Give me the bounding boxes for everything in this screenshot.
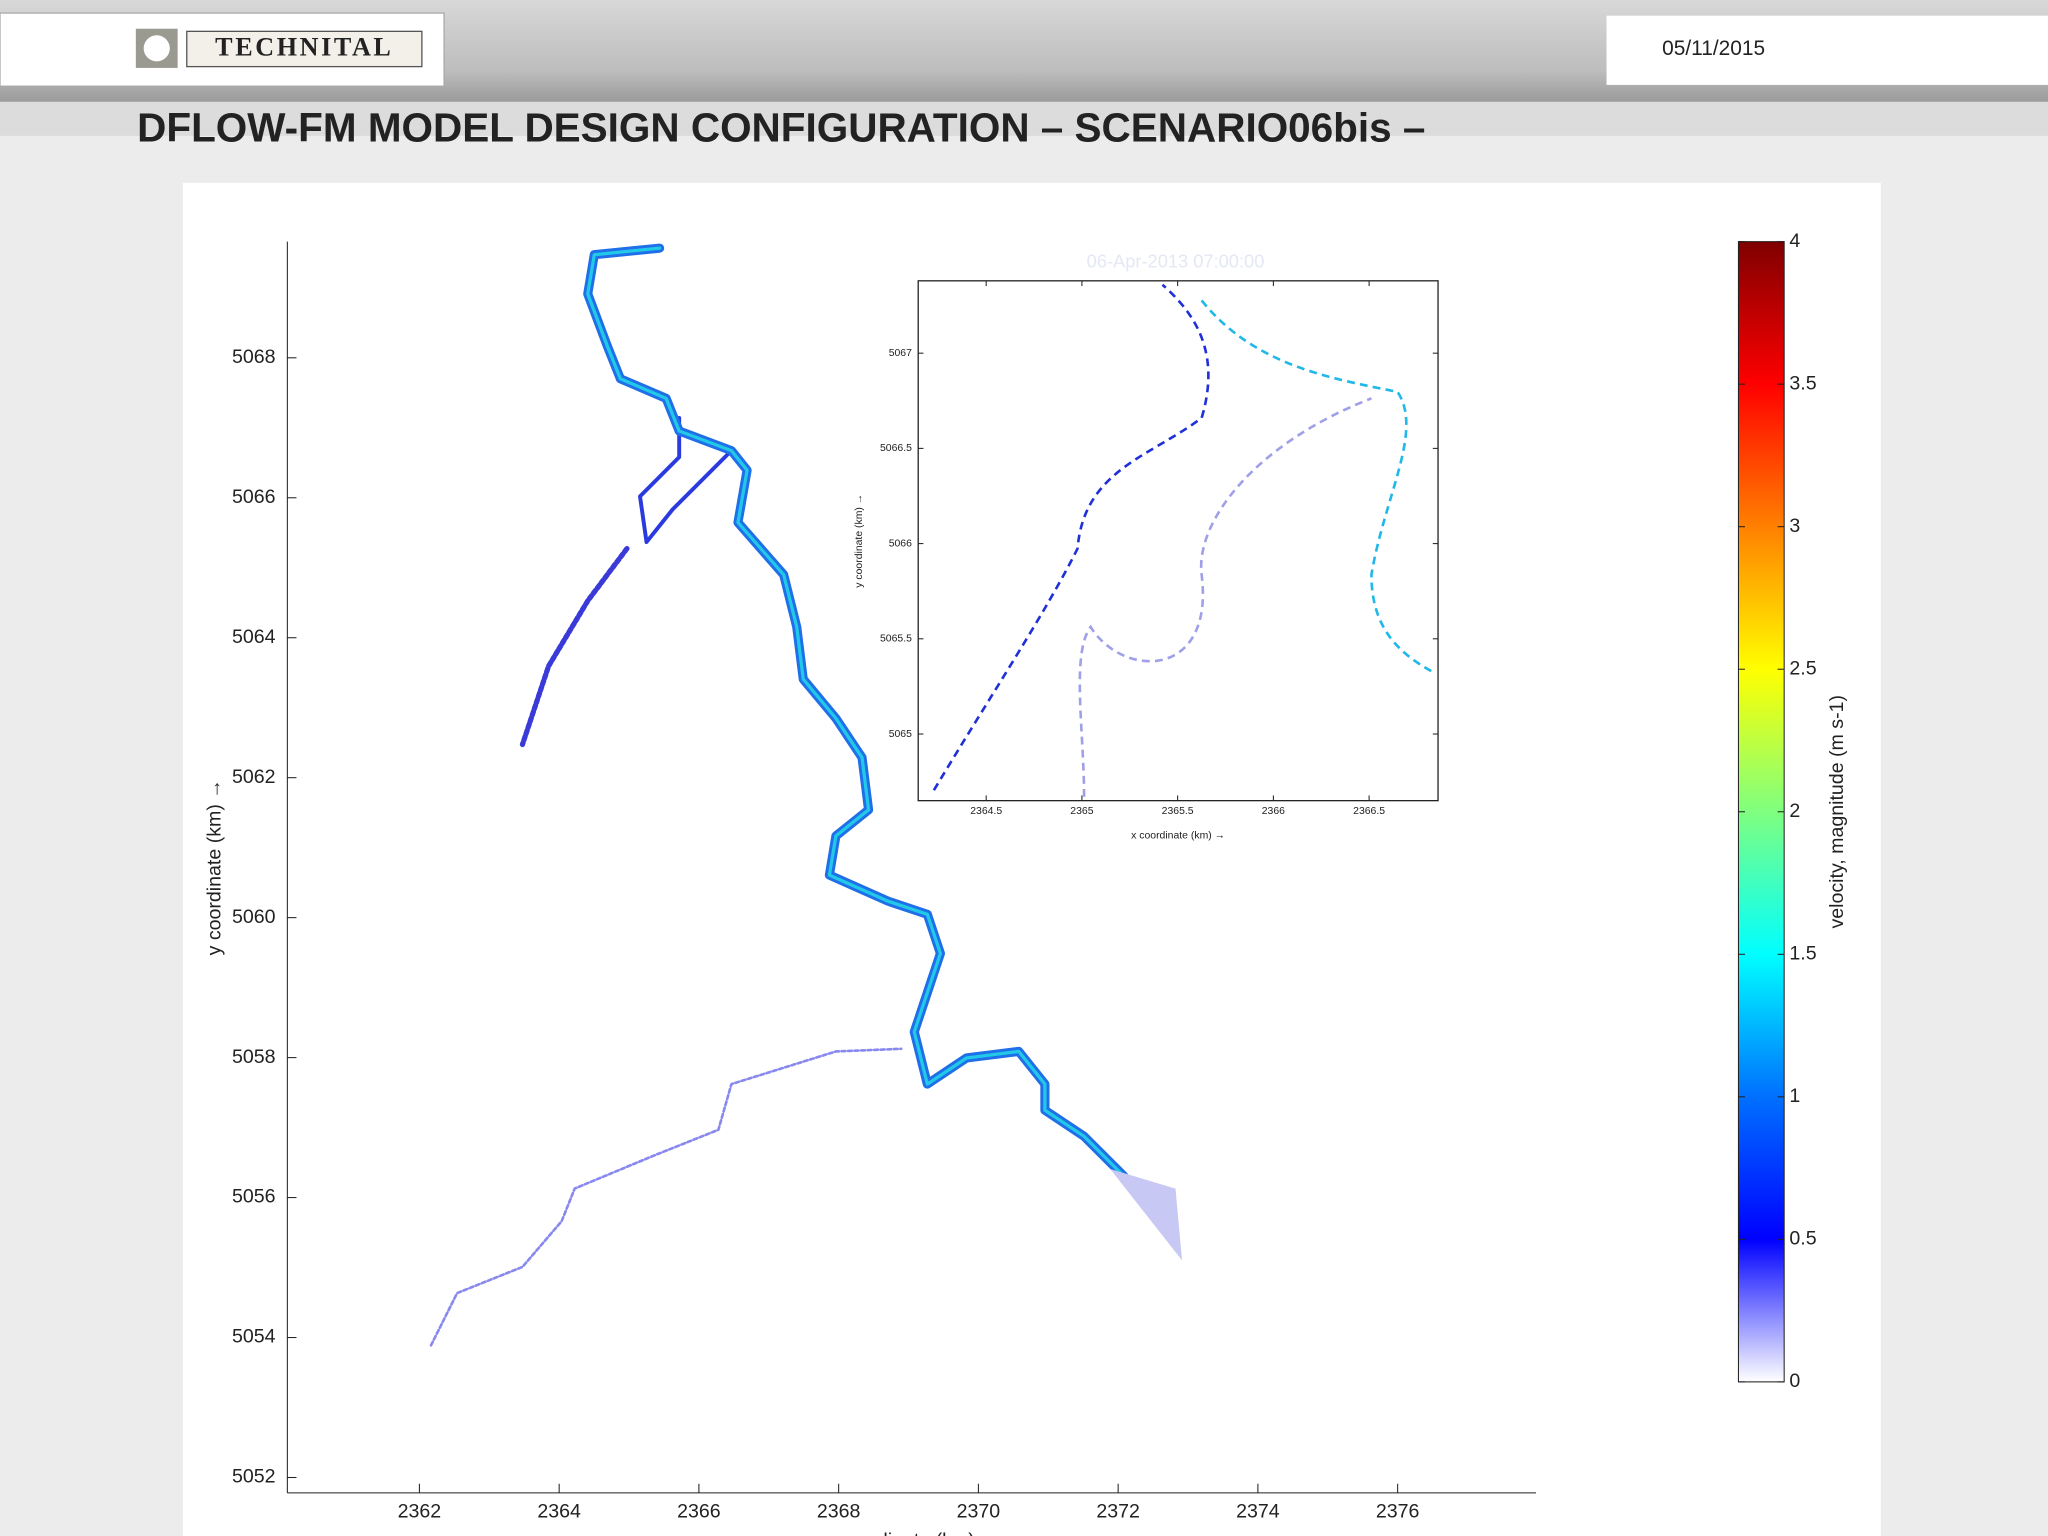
x-tick-label: 2374 <box>1236 1501 1280 1523</box>
x-tick-label: 2372 <box>1096 1501 1140 1523</box>
y-tick-label: 5058 <box>232 1046 276 1068</box>
inset-channel-a <box>932 283 1210 791</box>
y-tick-label: 5068 <box>232 346 276 368</box>
inset-frame <box>917 280 1439 802</box>
x-axis-label: x coordinate (km) → <box>1131 831 1225 842</box>
y-tick-label: 5066 <box>232 486 276 508</box>
slide-title: DFLOW-FM MODEL DESIGN CONFIGURATION – SC… <box>137 104 1425 150</box>
y-tick-label: 5056 <box>232 1186 276 1208</box>
y-tick-label: 5060 <box>232 906 276 928</box>
y-tick-label: 5067 <box>889 348 912 359</box>
colorbar-tick-label: 3 <box>1789 515 1800 537</box>
y-tick-label: 5065.5 <box>880 634 912 645</box>
y-tick-label: 5064 <box>232 626 276 648</box>
inset-vectors <box>932 283 1435 797</box>
left-branch <box>519 545 630 748</box>
x-tick-label: 2365.5 <box>1162 806 1194 817</box>
y-tick-label: 5066 <box>889 538 912 549</box>
header-shadow <box>0 101 2048 136</box>
y-axis-label: y coordinate (km) → <box>204 779 226 955</box>
x-tick-label: 2366.5 <box>1353 806 1385 817</box>
y-tick-label: 5054 <box>232 1326 276 1348</box>
colorbar-tick-label: 2.5 <box>1789 657 1816 679</box>
x-tick-label: 2368 <box>817 1501 861 1523</box>
loop-branch <box>638 415 734 544</box>
logo-text: TECHNITAL <box>215 33 393 62</box>
colorbar-tick-label: 0.5 <box>1789 1228 1816 1250</box>
colorbar-tick-label: 3.5 <box>1789 372 1816 394</box>
colorbar <box>1737 241 1785 1383</box>
x-tick-label: 2362 <box>398 1501 442 1523</box>
colorbar-tick-label: 2 <box>1789 800 1800 822</box>
y-tick-label: 5066.5 <box>880 443 912 454</box>
main-channel-core <box>586 246 1145 1204</box>
date-box <box>1606 15 2048 85</box>
x-tick-label: 2366 <box>1262 806 1285 817</box>
x-tick-label: 2366 <box>677 1501 721 1523</box>
inset-channel-c <box>1200 299 1435 674</box>
logo-mark-circle <box>143 35 170 62</box>
x-tick-label: 2370 <box>957 1501 1001 1523</box>
x-tick-label: 2365 <box>1070 806 1093 817</box>
x-tick-label: 2364 <box>537 1501 581 1523</box>
colorbar-tick-label: 1.5 <box>1789 942 1816 964</box>
y-axis-label: y coordinate (km) → <box>854 494 865 588</box>
date: 05/11/2015 <box>1662 37 1765 60</box>
x-axis-label: x coordinate (km) → <box>824 1529 1000 1536</box>
x-tick-label: 2376 <box>1376 1501 1420 1523</box>
y-tick-label: 5062 <box>232 766 276 788</box>
x-tick-label: 2364.5 <box>970 806 1002 817</box>
logo-plate <box>186 30 423 68</box>
colorbar-tick-label: 0 <box>1789 1370 1800 1392</box>
delta-branch <box>429 1047 903 1347</box>
timestamp: 06-Apr-2013 07:00:00 <box>1087 250 1265 271</box>
colorbar-label: velocity, magnitude (m s-1) <box>1826 695 1848 929</box>
y-tick-label: 5065 <box>889 729 912 740</box>
colorbar-tick-label: 1 <box>1789 1085 1800 1107</box>
y-tick-label: 5052 <box>232 1466 276 1488</box>
colorbar-tick-label: 4 <box>1789 230 1800 252</box>
